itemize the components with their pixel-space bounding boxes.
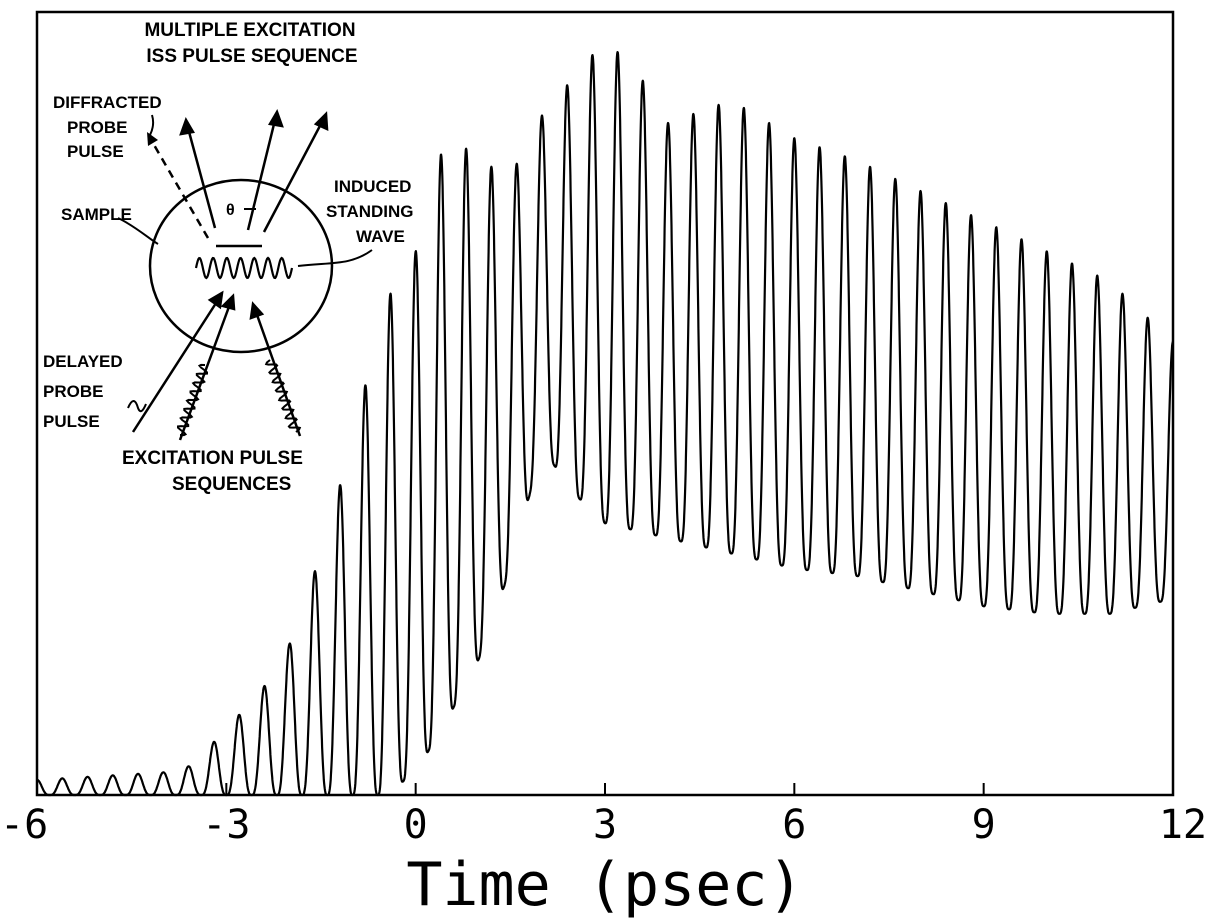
plot-frame	[35, 10, 1175, 797]
x-tick-label: 3	[593, 802, 617, 848]
diffracted-probe-beam	[148, 137, 210, 239]
label-theta: θ	[226, 202, 235, 219]
label-diffracted-3: PULSE	[67, 142, 124, 161]
standing-wave-icon	[194, 256, 294, 280]
induced-leader-line	[297, 249, 373, 267]
x-axis-title: Time (psec)	[406, 850, 803, 919]
arrow-head-icon	[249, 301, 265, 320]
excitation-beam-1	[178, 303, 232, 441]
probe-beam-in	[131, 299, 220, 433]
label-excitation-2: SEQUENCES	[172, 474, 291, 495]
outgoing-beam-1	[186, 127, 217, 229]
inset-title-line2: ISS PULSE SEQUENCE	[146, 46, 357, 67]
arrow-head-icon	[220, 293, 236, 311]
outgoing-beam-2	[246, 119, 277, 231]
label-diffracted-1: DIFFRACTED	[53, 93, 162, 112]
x-tick-label: 9	[972, 802, 996, 848]
arrow-head-icon	[313, 111, 329, 132]
diffracted-pulse-icon	[149, 114, 155, 136]
probe-pulse-icon	[127, 400, 147, 413]
label-induced-2: STANDING	[326, 202, 414, 221]
excitation-pulse-icon	[177, 363, 208, 437]
inset-title-line1: MULTIPLE EXCITATION	[144, 20, 355, 41]
x-tick-label: 6	[782, 802, 806, 848]
x-axis-ticks: -6 -3 0 3 6 9 12	[0, 783, 1207, 848]
label-excitation-1: EXCITATION PULSE	[122, 448, 303, 469]
sample-leader-line	[117, 217, 159, 245]
label-delayed-3: PULSE	[43, 412, 100, 431]
label-delayed-1: DELAYED	[43, 352, 123, 371]
arrow-head-icon	[147, 132, 158, 146]
x-tick-label: -3	[202, 802, 250, 848]
excitation-pulse-icon	[264, 359, 302, 433]
x-tick-label: 0	[404, 802, 428, 848]
label-induced-3: WAVE	[356, 227, 405, 246]
label-induced-1: INDUCED	[334, 177, 411, 196]
arrow-head-icon	[179, 117, 195, 136]
outgoing-beam-3	[262, 121, 324, 233]
inset-diagram: MULTIPLE EXCITATION ISS PULSE SEQUENCE D…	[43, 20, 414, 495]
arrow-head-icon	[207, 290, 224, 310]
arrow-head-icon	[268, 109, 284, 128]
x-tick-label: -6	[0, 802, 48, 848]
label-diffracted-2: PROBE	[67, 118, 127, 137]
sample-circle	[148, 178, 334, 354]
x-tick-label: 12	[1159, 802, 1207, 848]
label-delayed-2: PROBE	[43, 382, 103, 401]
label-sample: SAMPLE	[61, 205, 132, 224]
signal-trace	[36, 51, 1174, 797]
